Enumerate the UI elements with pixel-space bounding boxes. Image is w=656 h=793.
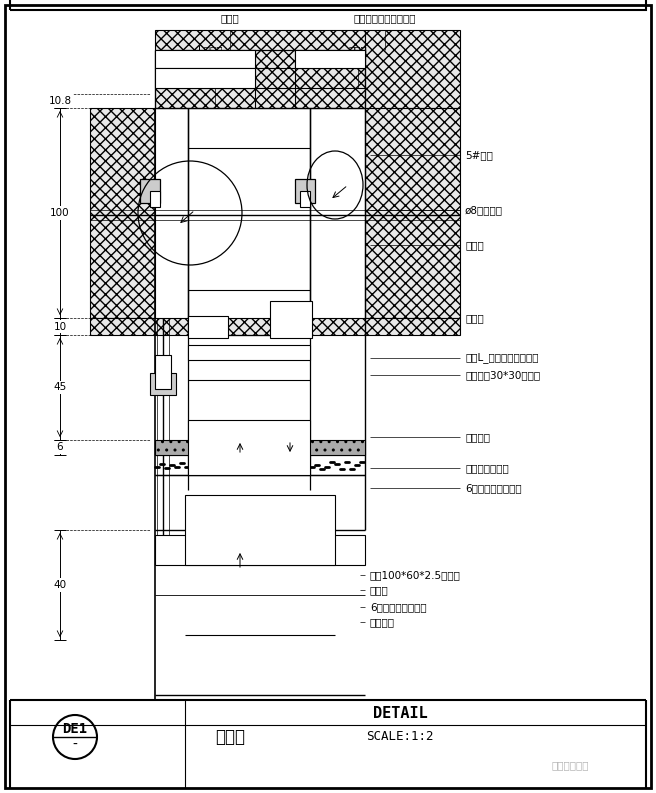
Text: 10.8: 10.8 xyxy=(49,96,72,106)
Text: 垫特板: 垫特板 xyxy=(465,313,483,323)
Bar xyxy=(150,373,176,395)
Bar xyxy=(188,420,310,475)
Bar xyxy=(300,191,310,207)
Bar xyxy=(155,68,255,88)
Text: 10: 10 xyxy=(53,321,66,331)
Text: 100: 100 xyxy=(51,208,70,218)
Text: 5#角钢: 5#角钢 xyxy=(465,150,493,160)
Text: DETAIL: DETAIL xyxy=(373,706,427,721)
Text: -: - xyxy=(73,738,77,752)
Text: 垫特板: 垫特板 xyxy=(348,45,367,55)
Text: 专用型材30*30主龙骨: 专用型材30*30主龙骨 xyxy=(465,370,540,380)
Bar xyxy=(150,191,160,207)
Polygon shape xyxy=(90,318,460,335)
Text: 6: 6 xyxy=(56,442,64,453)
Text: DE1: DE1 xyxy=(62,722,87,736)
Text: 45: 45 xyxy=(53,382,67,393)
Text: L型龙骨: L型龙骨 xyxy=(197,45,222,55)
Text: 6厚干挂类耐特墙板: 6厚干挂类耐特墙板 xyxy=(465,483,522,493)
Text: 内墙砖专用粘贴剂粘贴: 内墙砖专用粘贴剂粘贴 xyxy=(354,13,417,23)
Bar xyxy=(155,50,255,68)
Text: ø8螺栓对穿: ø8螺栓对穿 xyxy=(465,205,503,215)
Text: 隔音棉: 隔音棉 xyxy=(220,13,239,23)
Text: 垫特板: 垫特板 xyxy=(370,585,389,595)
Text: SCALE:1:2: SCALE:1:2 xyxy=(366,730,434,744)
Polygon shape xyxy=(155,30,365,108)
Text: 隔音棉: 隔音棉 xyxy=(465,240,483,250)
Bar xyxy=(188,345,310,360)
Text: 专用型材副龙骨: 专用型材副龙骨 xyxy=(465,463,509,473)
Bar xyxy=(185,495,335,565)
Bar xyxy=(155,355,171,389)
Bar xyxy=(140,179,160,203)
Polygon shape xyxy=(365,30,460,108)
Bar xyxy=(188,316,228,338)
Text: 40: 40 xyxy=(53,580,66,590)
Text: Ø10螺栓预制: Ø10螺栓预制 xyxy=(192,73,238,83)
Text: 大样图: 大样图 xyxy=(215,728,245,746)
Text: 干挂背件: 干挂背件 xyxy=(465,432,490,442)
Text: 成品装手: 成品装手 xyxy=(370,617,395,627)
Text: 专用L_型材主龙骨固定件: 专用L_型材主龙骨固定件 xyxy=(465,353,539,363)
Text: 纵向100*60*2.5钢龙骨: 纵向100*60*2.5钢龙骨 xyxy=(370,570,461,580)
Bar xyxy=(295,179,315,203)
Polygon shape xyxy=(365,108,460,318)
Text: 6厚干挂类耐特墙板: 6厚干挂类耐特墙板 xyxy=(370,602,426,612)
Bar xyxy=(155,535,365,565)
Polygon shape xyxy=(155,440,365,455)
Bar xyxy=(295,50,365,68)
Polygon shape xyxy=(90,108,155,318)
Bar xyxy=(270,301,312,338)
Text: 筑龙结构设计: 筑龙结构设计 xyxy=(551,760,588,770)
